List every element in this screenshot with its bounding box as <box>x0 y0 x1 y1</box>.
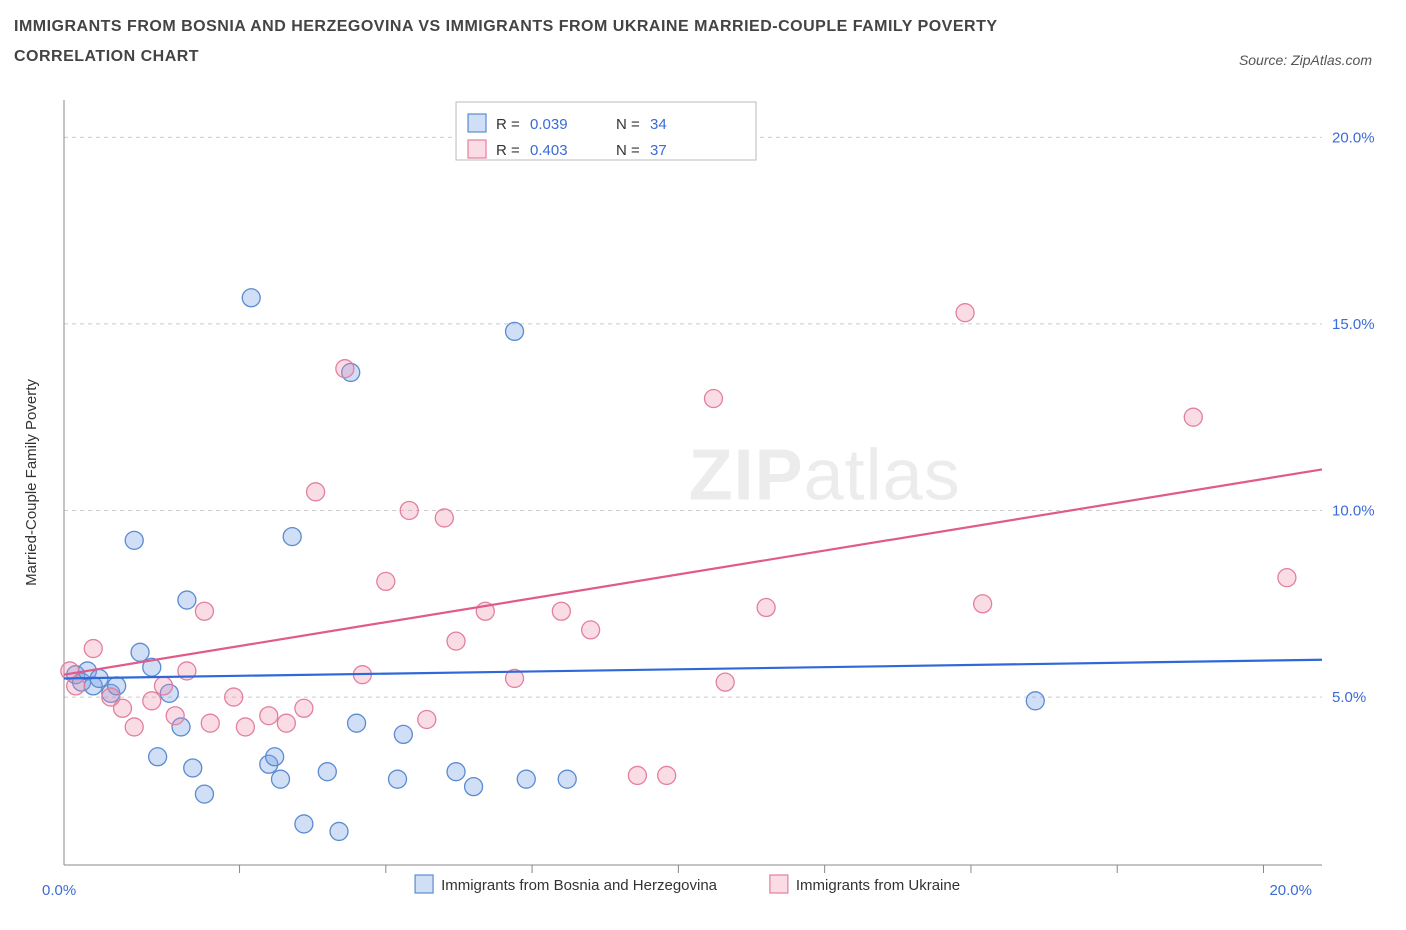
source-value: ZipAtlas.com <box>1291 52 1372 68</box>
data-point <box>131 643 149 661</box>
data-point <box>447 632 465 650</box>
watermark: ZIPatlas <box>689 435 961 515</box>
legend-r-value: 0.039 <box>530 116 568 133</box>
data-point <box>517 770 535 788</box>
data-point <box>757 599 775 617</box>
data-point <box>377 572 395 590</box>
data-point <box>295 815 313 833</box>
data-point <box>184 759 202 777</box>
data-point <box>318 763 336 781</box>
legend-n-value: 34 <box>650 116 667 133</box>
data-point <box>195 785 213 803</box>
data-point <box>435 509 453 527</box>
data-point <box>283 528 301 546</box>
data-point <box>558 770 576 788</box>
y-axis-label: Married-Couple Family Poverty <box>23 379 40 586</box>
data-point <box>271 770 289 788</box>
data-point <box>125 718 143 736</box>
trend-line <box>64 660 1322 679</box>
data-point <box>242 289 260 307</box>
data-point <box>114 699 132 717</box>
chart-area: 5.0% 10.0% 15.0% 20.0% ZIPatlas 0.0% 20.0% Marr… <box>14 90 1392 920</box>
data-point <box>330 822 348 840</box>
data-point <box>465 778 483 796</box>
data-point <box>716 673 734 691</box>
legend-swatch <box>468 140 486 158</box>
data-point <box>84 640 102 658</box>
data-point <box>307 483 325 501</box>
legend-n-value: 37 <box>650 142 667 159</box>
legend-n-label: N = <box>616 142 640 159</box>
data-point <box>149 748 167 766</box>
data-point <box>178 591 196 609</box>
data-point <box>154 677 172 695</box>
data-point <box>400 501 418 519</box>
data-point <box>67 677 85 695</box>
data-point <box>125 531 143 549</box>
data-point <box>201 714 219 732</box>
data-point <box>956 304 974 322</box>
chart-title: IMMIGRANTS FROM BOSNIA AND HERZEGOVINA V… <box>14 12 1114 73</box>
data-point <box>225 688 243 706</box>
data-point <box>394 725 412 743</box>
x-end-label: 20.0% <box>1269 882 1312 899</box>
scatter-chart-svg: 5.0% 10.0% 15.0% 20.0% ZIPatlas 0.0% 20.0% Marr… <box>14 90 1392 920</box>
data-point <box>1026 692 1044 710</box>
y-tick-label: 20.0% <box>1332 129 1375 146</box>
data-point <box>1278 569 1296 587</box>
data-point <box>418 710 436 728</box>
data-point <box>658 766 676 784</box>
data-point <box>389 770 407 788</box>
data-point <box>295 699 313 717</box>
data-point <box>506 322 524 340</box>
data-point <box>348 714 366 732</box>
legend-r-label: R = <box>496 116 520 133</box>
data-point <box>582 621 600 639</box>
data-point <box>277 714 295 732</box>
bottom-legend-label: Immigrants from Bosnia and Herzegovina <box>441 877 718 894</box>
y-tick-label: 10.0% <box>1332 502 1375 519</box>
data-point <box>143 692 161 710</box>
source-label: Source: <box>1239 52 1287 68</box>
data-point <box>974 595 992 613</box>
data-point <box>260 707 278 725</box>
data-point <box>336 360 354 378</box>
bottom-legend-swatch <box>770 875 788 893</box>
bottom-legend-swatch <box>415 875 433 893</box>
data-point <box>1184 408 1202 426</box>
data-point <box>447 763 465 781</box>
data-point <box>236 718 254 736</box>
data-point <box>195 602 213 620</box>
data-point <box>552 602 570 620</box>
y-tick-label: 15.0% <box>1332 316 1375 333</box>
data-point <box>266 748 284 766</box>
y-tick-label: 5.0% <box>1332 689 1366 706</box>
legend-swatch <box>468 114 486 132</box>
bottom-legend-label: Immigrants from Ukraine <box>796 877 960 894</box>
legend-r-value: 0.403 <box>530 142 568 159</box>
data-point <box>166 707 184 725</box>
source-credit: Source: ZipAtlas.com <box>1239 52 1372 68</box>
data-point <box>628 766 646 784</box>
x-start-label: 0.0% <box>42 882 76 899</box>
legend-n-label: N = <box>616 116 640 133</box>
legend-r-label: R = <box>496 142 520 159</box>
data-point <box>704 390 722 408</box>
